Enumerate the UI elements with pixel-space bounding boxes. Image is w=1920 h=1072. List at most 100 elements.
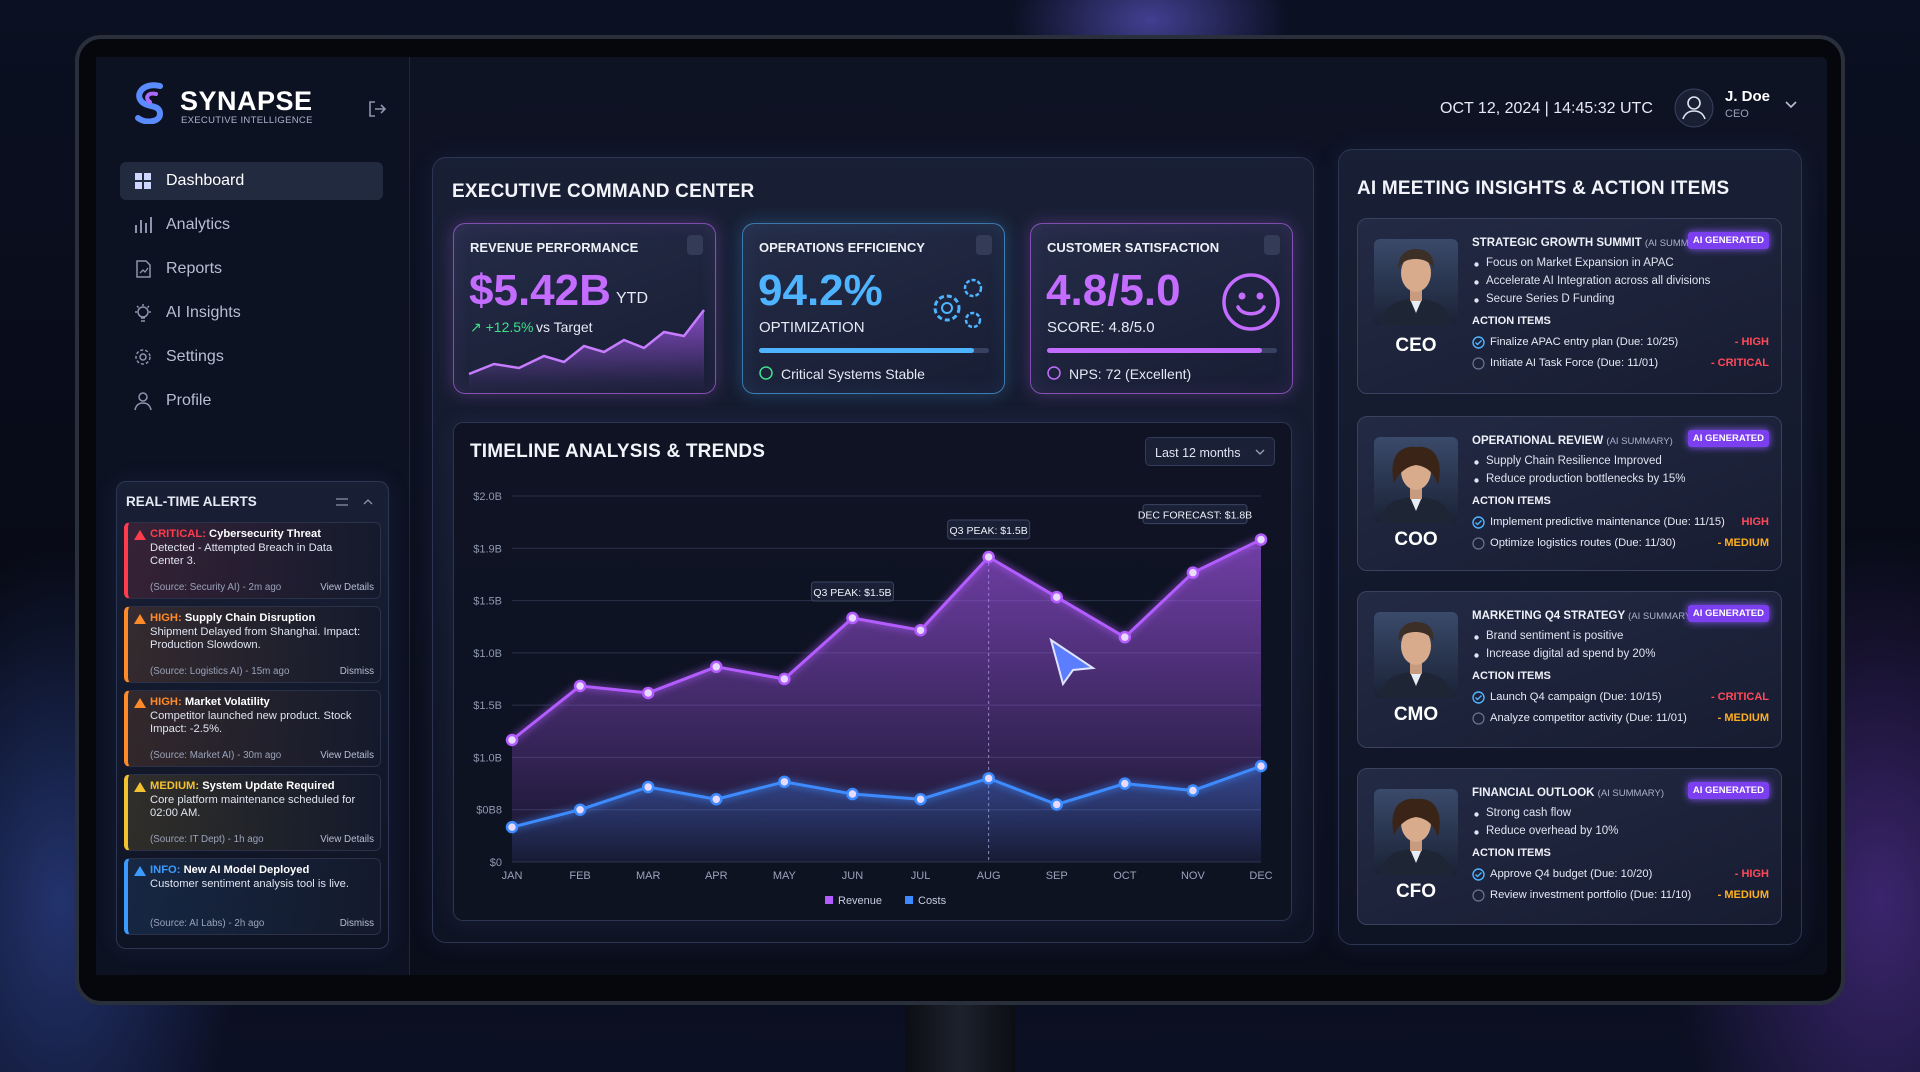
alert-text: HIGH: Market Volatility Competitor launch… [150, 696, 362, 737]
alert-icon [134, 698, 146, 708]
alerts-controls [336, 498, 373, 506]
x-tick-label: OCT [1113, 870, 1137, 882]
alert-card: INFO: New AI Model Deployed Customer sent… [124, 858, 381, 935]
meeting-point: Focus on Market Expansion in APAC [1486, 257, 1674, 269]
kpi-sparkline [468, 309, 705, 390]
logout-icon [369, 101, 387, 117]
range-dropdown[interactable]: Last 12 months [1145, 437, 1275, 466]
meeting-point: Supply Chain Resilience Improved [1486, 455, 1662, 467]
alert-action[interactable]: View Details [320, 833, 374, 845]
kpi-caption: OPTIMIZATION [759, 319, 865, 336]
user-menu[interactable]: J. Doe CEO [1674, 86, 1802, 130]
action-text: Analyze competitor activity (Due: 11/01) [1490, 712, 1687, 724]
meeting-role: CMO [1393, 704, 1439, 725]
kpi-title: REVENUE PERFORMANCE [470, 240, 639, 255]
action-text: Optimize logistics routes (Due: 11/30) [1490, 537, 1676, 549]
x-tick-label: NOV [1181, 870, 1206, 882]
actions-label: ACTION ITEMS [1472, 315, 1551, 327]
bullet [1474, 653, 1479, 658]
y-tick-label: $0 [490, 857, 502, 869]
bullet [1474, 478, 1479, 483]
alert-action[interactable]: Dismiss [339, 665, 374, 677]
meeting-point: Reduce overhead by 10% [1486, 825, 1619, 837]
data-point [846, 611, 859, 625]
action-check [1472, 868, 1485, 881]
ai-badge: AI GENERATED [1687, 605, 1769, 622]
area-fill [512, 539, 1261, 862]
alert-card: HIGH: Supply Chain Disruption Shipment De… [124, 606, 381, 683]
bullet [1474, 812, 1479, 817]
action-priority: - HIGH [1734, 868, 1769, 880]
y-tick-label: $1.5B [473, 700, 502, 712]
kpi-menu[interactable] [1264, 235, 1280, 255]
x-tick-label: SEP [1046, 870, 1068, 882]
alert-action[interactable]: View Details [320, 581, 374, 593]
action-text: Initiate AI Task Force (Due: 11/01) [1490, 357, 1659, 369]
y-tick-label: $1.0B [473, 752, 502, 764]
kpi-title: OPERATIONS EFFICIENCY [759, 240, 925, 255]
kpi-note: vs Target [536, 319, 593, 335]
alert-action[interactable]: Dismiss [339, 917, 374, 929]
brand-name: SYNAPSE [180, 86, 313, 116]
data-point [1254, 759, 1268, 773]
data-point [1050, 590, 1063, 604]
kpi-menu[interactable] [976, 235, 992, 255]
nav-label: Settings [166, 348, 224, 365]
user-avatar [1674, 88, 1714, 128]
alert-text: CRITICAL: Cybersecurity Threat Detected -… [150, 528, 362, 569]
nav-item[interactable]: Profile [120, 382, 383, 420]
user-role: CEO [1725, 108, 1749, 120]
alert-text: INFO: New AI Model Deployed Customer sent… [150, 864, 362, 891]
legend-label: Revenue [838, 895, 882, 907]
meeting-heading: FINANCIAL OUTLOOK (AI SUMMARY) [1472, 787, 1664, 799]
annotation-box [810, 581, 894, 602]
action-pending [1472, 357, 1485, 370]
nav-item[interactable]: Dashboard [120, 162, 383, 200]
kpi-progress-fill [759, 348, 974, 353]
action-text: Approve Q4 budget (Due: 10/20) [1490, 868, 1653, 880]
alert-text: HIGH: Supply Chain Disruption Shipment De… [150, 612, 362, 653]
data-point [1186, 784, 1200, 797]
monitor-stand [905, 995, 1015, 1072]
user-name: J. Doe [1725, 88, 1771, 105]
nav-icon [135, 304, 151, 322]
meeting-point: Accelerate AI Integration across all div… [1486, 275, 1711, 287]
nav-item[interactable]: Analytics [120, 206, 383, 244]
alert-source: (Source: IT Dept) - 1h ago [150, 833, 264, 845]
data-point [641, 780, 655, 794]
nav-label: AI Insights [166, 304, 241, 321]
x-tick-label: MAY [773, 870, 797, 882]
nav-item[interactable]: AI Insights [120, 294, 383, 332]
portrait [1374, 789, 1458, 875]
alert-headline: New AI Model Deployed [183, 864, 310, 876]
action-text: Implement predictive maintenance (Due: 1… [1490, 516, 1725, 528]
meeting-point: Reduce production bottlenecks by 15% [1486, 473, 1686, 485]
alert-body: Core platform maintenance scheduled for … [150, 793, 356, 820]
nav-item[interactable]: Reports [120, 250, 383, 288]
y-tick-label: $2.0B [473, 491, 502, 503]
meeting-title: OPERATIONAL REVIEW [1472, 435, 1604, 447]
y-tick-label: $1.9B [473, 543, 502, 555]
alert-level: MEDIUM: [150, 780, 200, 792]
y-tick-label: $0B8 [476, 805, 502, 817]
alert-level: CRITICAL: [150, 528, 206, 540]
meeting-heading: OPERATIONAL REVIEW (AI SUMMARY) [1472, 435, 1673, 447]
alert-action[interactable]: View Details [320, 749, 374, 761]
alert-card: CRITICAL: Cybersecurity Threat Detected -… [124, 522, 381, 599]
actions-label: ACTION ITEMS [1472, 847, 1551, 859]
meeting-title: STRATEGIC GROWTH SUMMIT [1472, 237, 1642, 249]
alerts-title: REAL-TIME ALERTS [126, 494, 257, 509]
action-check [1472, 336, 1485, 349]
data-point [505, 820, 519, 834]
x-tick-label: DEC [1249, 870, 1272, 882]
kpi-menu[interactable] [687, 235, 703, 255]
logout-button[interactable] [367, 99, 387, 119]
nav-item[interactable]: Settings [120, 338, 383, 376]
action-check [1472, 516, 1485, 529]
kpi-status: NPS: 72 (Excellent) [1069, 366, 1192, 382]
data-point [1050, 798, 1063, 811]
nav-icon [135, 217, 152, 233]
alert-body: Competitor launched new product. Stock I… [150, 709, 352, 736]
meeting-tag: (AI SUMM [1644, 238, 1689, 249]
